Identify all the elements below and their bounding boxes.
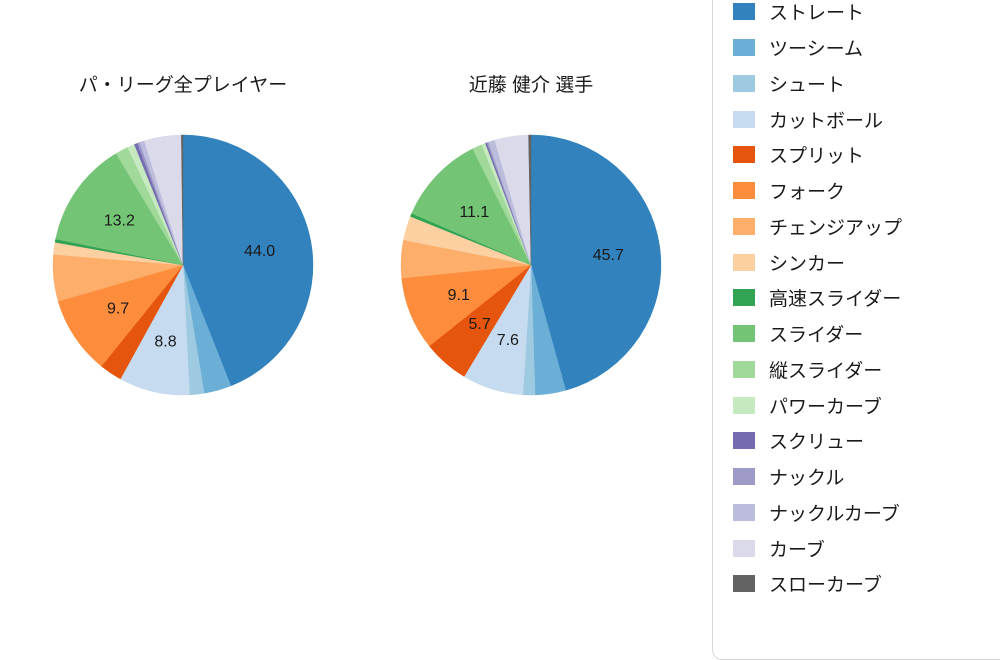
legend-item-label: パワーカーブ (769, 396, 882, 418)
legend-item: 高速スライダー (733, 280, 1000, 316)
legend-item-label: チェンジアップ (769, 217, 903, 239)
legend-color-swatch (733, 539, 755, 557)
legend-item-label: 高速スライダー (769, 289, 902, 311)
legend-item: スクリュー (733, 423, 1000, 459)
slice-value-label: 8.8 (154, 334, 176, 351)
legend-color-swatch (733, 396, 755, 414)
legend-item: スローカーブ (733, 566, 1000, 602)
legend-color-swatch (733, 182, 755, 200)
legend: ストレート ツーシーム シュート カットボール スプリット フォーク チェンジア… (712, 0, 1000, 660)
legend-item-label: ツーシーム (769, 39, 864, 61)
legend-color-swatch (733, 575, 755, 593)
legend-color-swatch (733, 289, 755, 307)
legend-color-swatch (733, 503, 755, 521)
legend-item-label: スライダー (769, 325, 864, 347)
legend-color-swatch (733, 468, 755, 486)
legend-item-label: カットボール (769, 110, 884, 132)
legend-item-label: 縦スライダー (769, 360, 883, 382)
slice-value-label: 7.6 (497, 332, 519, 349)
slice-value-label: 44.0 (244, 243, 275, 260)
pie-slice (57, 264, 184, 367)
legend-item: シンカー (733, 244, 1000, 280)
legend-color-swatch (733, 3, 755, 21)
slice-value-label: 11.1 (459, 204, 489, 221)
legend-item: 縦スライダー (733, 352, 1000, 388)
legend-color-swatch (733, 432, 755, 450)
league-chart-title: パ・リーグ全プレイヤー (78, 75, 288, 96)
legend-color-swatch (733, 110, 755, 128)
slice-value-label: 45.7 (593, 247, 624, 264)
legend-item-label: スプリット (769, 146, 865, 168)
pie-slice (411, 148, 532, 266)
legend-item: カーブ (733, 530, 1000, 566)
legend-item: シュート (733, 66, 1000, 102)
legend-item: パワーカーブ (733, 387, 1000, 423)
legend-item: フォーク (733, 173, 1000, 209)
legend-list: ストレート ツーシーム シュート カットボール スプリット フォーク チェンジア… (713, 0, 1000, 602)
legend-item-label: シンカー (769, 253, 846, 275)
slice-value-label: 13.2 (104, 212, 135, 229)
slice-value-label: 9.1 (448, 287, 470, 304)
legend-color-swatch (733, 146, 755, 164)
legend-item-label: スクリュー (769, 432, 865, 454)
legend-color-swatch (733, 39, 755, 57)
legend-item: ツーシーム (733, 30, 1000, 66)
pie-slice (528, 134, 532, 266)
legend-color-swatch (733, 217, 755, 235)
player-chart-title: 近藤 健介 選手 (468, 75, 594, 96)
legend-item-label: ナックル (769, 468, 845, 490)
legend-item-label: カーブ (769, 539, 825, 561)
legend-color-swatch (733, 253, 755, 271)
legend-item: スライダー (733, 316, 1000, 352)
slice-value-label: 9.7 (107, 301, 129, 318)
legend-item-label: シュート (769, 74, 846, 96)
legend-item: ナックル (733, 459, 1000, 495)
pie-slice (55, 153, 184, 266)
pie-slice (181, 134, 184, 266)
legend-item: チェンジアップ (733, 209, 1000, 245)
legend-item: カットボール (733, 101, 1000, 137)
slice-value-label: 5.7 (468, 316, 490, 333)
legend-item: ナックルカーブ (733, 495, 1000, 531)
legend-color-swatch (733, 360, 755, 378)
league-pie-chart: 44.0 8.8 9.7 13.2 (52, 134, 314, 396)
pie-slice (530, 134, 662, 391)
legend-item-label: ナックルカーブ (769, 503, 900, 525)
legend-item-label: フォーク (769, 182, 846, 204)
legend-color-swatch (733, 325, 755, 343)
legend-item: ストレート (733, 0, 1000, 30)
legend-color-swatch (733, 74, 755, 92)
player-pie-chart: 45.7 7.6 5.7 9.1 11.1 (400, 134, 662, 396)
legend-item: スプリット (733, 137, 1000, 173)
legend-item-label: ストレート (769, 3, 865, 25)
pie-slice (182, 134, 314, 387)
legend-item-label: スローカーブ (769, 575, 882, 597)
